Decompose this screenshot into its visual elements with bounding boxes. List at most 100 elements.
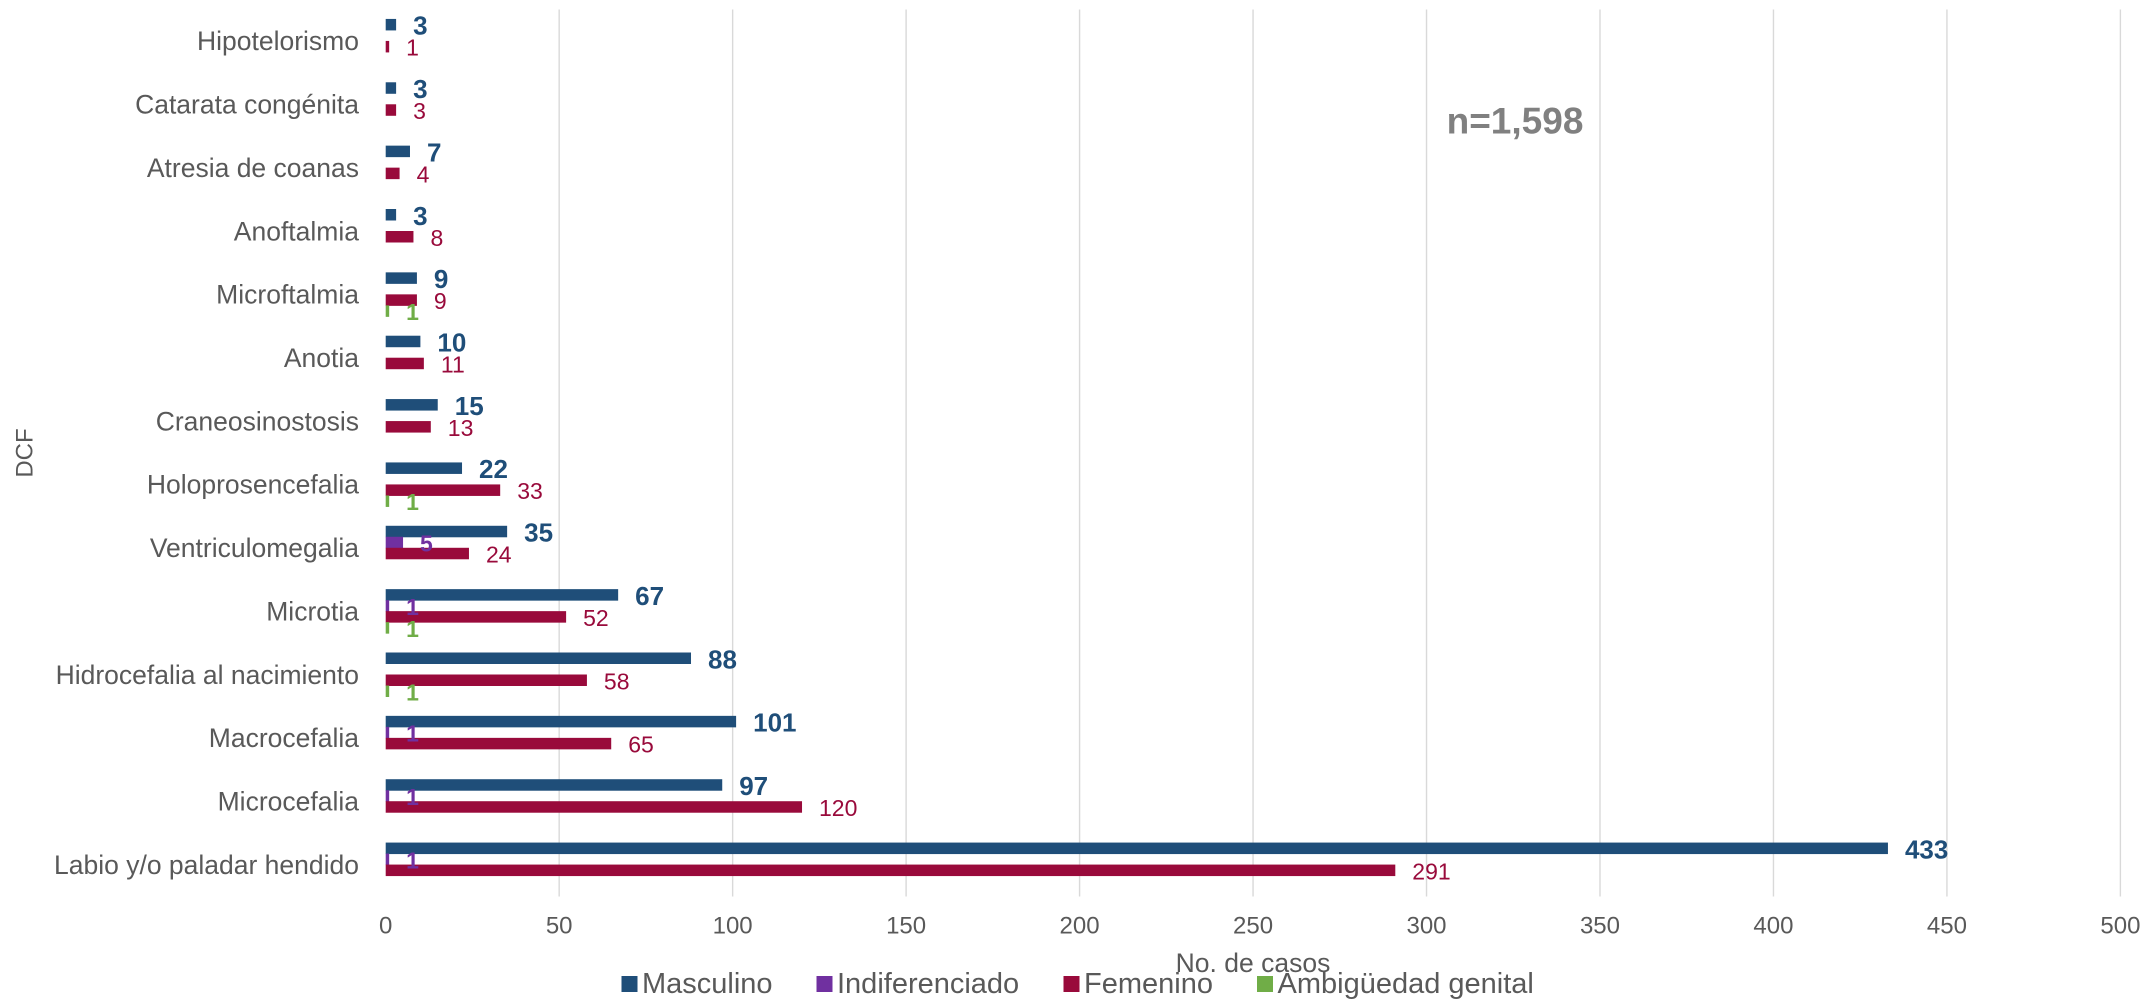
bar-femenino [385,611,567,623]
x-tick-label: 500 [2100,913,2140,940]
data-label-indiferenciado: 1 [406,721,419,747]
data-label-femenino: 4 [417,161,430,187]
category-label: Catarata congénita [135,90,359,120]
bar-ambiguedad-genital [385,622,390,634]
data-label-ambiguedad-genital: 1 [406,299,419,325]
bar-masculino [385,18,397,31]
legend: Masculino Indiferenciado Femenino Ambigüeda… [621,968,1534,1000]
data-label-indiferenciado: 1 [406,847,419,873]
bar-femenino [385,674,587,686]
bar-indiferenciado [385,790,390,802]
data-label-femenino: 13 [448,415,474,441]
legend-label: Ambigüedad genital [1278,968,1534,1000]
value-axis: 0 50 100 150 200 250 300 350 400 450 500 [379,913,2140,940]
data-label-femenino: 120 [819,795,857,821]
x-tick-label: 150 [886,913,926,940]
data-label-masculino: 433 [1905,834,1948,864]
data-label-indiferenciado: 1 [406,594,419,620]
category-label: Microcefalia [218,786,360,816]
data-label-masculino: 9 [434,264,448,294]
data-label-masculino: 7 [427,137,441,167]
data-label-femenino: 58 [604,668,630,694]
x-tick-label: 250 [1233,913,1273,940]
bar-femenino [385,40,390,53]
bar-ambiguedad-genital [385,685,390,697]
data-label-femenino: 52 [583,605,609,631]
bars [385,18,1888,877]
data-label-masculino: 35 [524,518,553,548]
data-label-femenino: 9 [434,288,447,314]
legend-label: Femenino [1084,968,1213,1000]
bar-masculino [385,715,737,728]
data-label-masculino: 3 [413,11,427,41]
category-label: Macrocefalia [209,723,359,753]
legend-item-ambiguedad-genital: Ambigüedad genital [1257,968,1534,1000]
category-label: Ventriculomegalia [150,533,359,563]
legend-swatch [816,976,833,992]
gridlines [558,9,2122,897]
bar-masculino [385,652,692,664]
bar-masculino [385,589,619,601]
data-label-masculino: 101 [753,708,796,738]
category-axis: Hipotelorismo Catarata congénita Atresia d… [54,26,359,880]
category-label: Microtia [266,596,359,626]
bar-masculino [385,779,723,791]
bar-femenino [385,231,414,243]
bar-masculino [385,842,1888,855]
bar-masculino [385,335,421,348]
bar-femenino [385,421,431,433]
bar-ambiguedad-genital [385,305,390,317]
data-label-indiferenciado: 5 [420,531,433,557]
data-label-masculino: 67 [635,581,664,611]
bar-femenino [385,104,397,116]
legend-swatch [621,976,638,992]
x-tick-label: 400 [1753,913,1793,940]
data-label-masculino: 3 [413,201,427,231]
data-label-femenino: 11 [441,351,465,377]
category-label: Atresia de coanas [147,153,359,183]
bar-masculino [385,82,397,94]
category-label: Labio y/o paladar hendido [54,850,359,880]
bar-masculino [385,399,438,411]
category-label: Hipotelorismo [197,26,359,56]
bar-femenino [385,864,1396,877]
bar-indiferenciado [385,853,390,866]
bar-femenino [385,737,612,750]
bar-femenino [385,547,469,560]
x-tick-label: 300 [1406,913,1446,940]
data-label-femenino: 291 [1412,858,1450,884]
bar-femenino [385,357,424,370]
x-tick-label: 0 [379,913,392,940]
bar-indiferenciado [385,726,390,739]
bar-masculino [385,209,397,221]
category-label: Craneosinostosis [156,406,359,436]
bar-indiferenciado [385,600,390,612]
x-tick-label: 200 [1060,913,1100,940]
bar-masculino [385,525,508,538]
bar-masculino [385,462,463,474]
bar-femenino [385,484,501,496]
data-label-ambiguedad-genital: 1 [406,489,419,515]
data-label-femenino: 33 [517,478,543,504]
category-label: Holoprosencefalia [147,470,359,500]
legend-item-masculino: Masculino [621,968,773,1000]
x-tick-label: 350 [1580,913,1620,940]
data-label-femenino: 65 [628,732,654,758]
bar-femenino [385,294,417,306]
category-label: Microftalmia [216,280,359,310]
data-label-masculino: 22 [479,454,508,484]
sample-size-annotation: n=1,598 [1447,101,1584,142]
legend-item-indiferenciado: Indiferenciado [816,968,1019,1000]
bar-masculino [385,272,417,284]
category-label: Hidrocefalia al nacimiento [56,660,359,690]
data-label-masculino: 15 [455,391,484,421]
data-label-ambiguedad-genital: 1 [406,616,419,642]
bar-femenino [385,801,803,813]
x-tick-label: 100 [713,913,753,940]
x-axis-title: No. de casos [1176,948,1331,978]
data-label-ambiguedad-genital: 1 [406,679,419,705]
legend-label: Indiferenciado [837,968,1019,1000]
category-label: Anotia [284,343,359,373]
